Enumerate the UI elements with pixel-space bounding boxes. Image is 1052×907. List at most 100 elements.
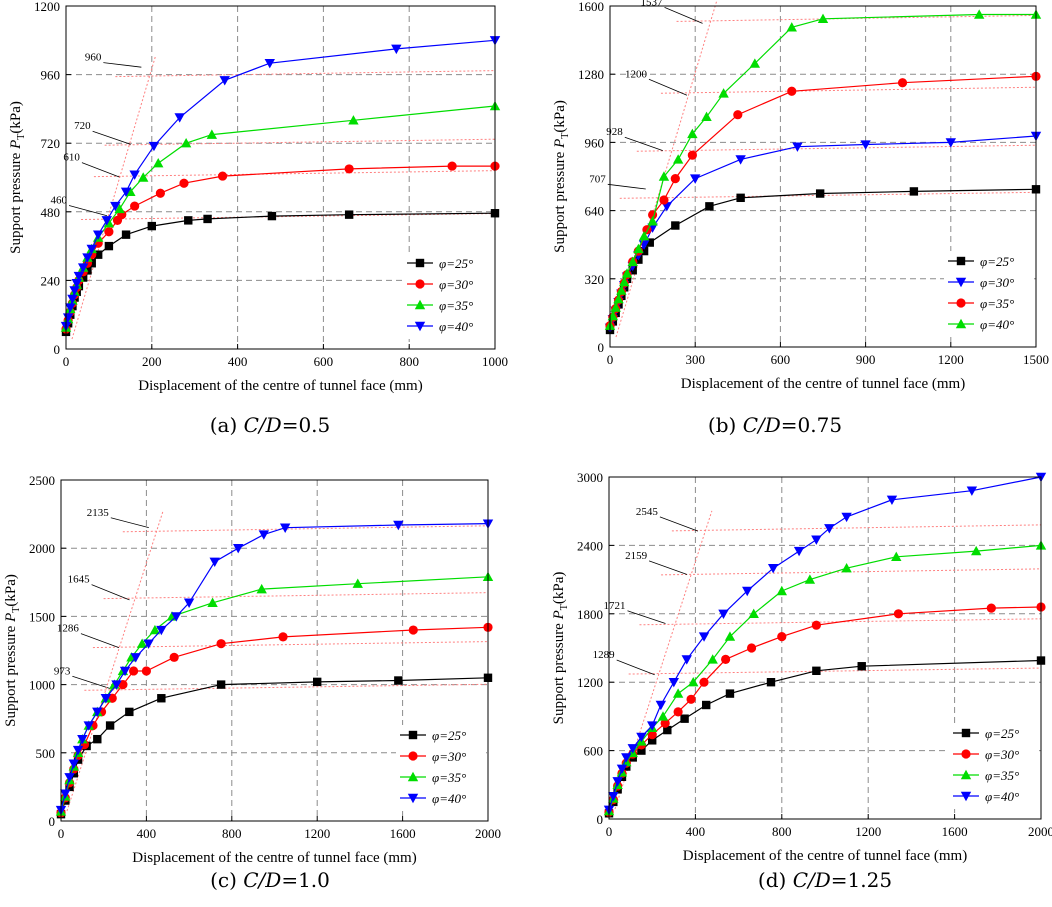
annotation-label: 720 xyxy=(74,120,91,132)
y-tick-label: 1000 xyxy=(29,678,55,693)
data-point xyxy=(670,174,680,184)
caption-value: =1.25 xyxy=(831,868,892,892)
legend-label: φ=30° xyxy=(980,275,1014,290)
legend-marker xyxy=(960,791,972,802)
data-point xyxy=(216,680,226,689)
data-point xyxy=(180,138,192,148)
annotation-arrow xyxy=(616,659,655,676)
data-point xyxy=(148,141,160,152)
data-point xyxy=(857,662,866,671)
x-axis-label: Displacement of the centre of tunnel fac… xyxy=(132,850,416,866)
annotation-label: 1537 xyxy=(641,0,664,8)
caption-ratio: C/D xyxy=(244,413,282,437)
y-axis-label-sub: T xyxy=(559,604,570,610)
data-point xyxy=(815,189,825,198)
data-point xyxy=(966,486,978,496)
y-tick-label: 960 xyxy=(585,135,605,150)
data-point xyxy=(672,154,684,164)
data-point xyxy=(736,193,745,203)
y-axis-label-sub: T xyxy=(560,133,571,139)
data-point xyxy=(120,187,132,197)
guide-line xyxy=(93,170,496,178)
x-tick-label: 400 xyxy=(137,826,157,841)
caption-value: =0.75 xyxy=(781,413,842,437)
x-tick-label: 900 xyxy=(856,352,876,367)
annotation-label: 2545 xyxy=(636,506,659,518)
data-point xyxy=(67,294,78,305)
x-tick-label: 400 xyxy=(228,354,248,369)
data-point xyxy=(749,58,761,68)
y-axis-label-symbol: P xyxy=(552,139,568,149)
legend-label: φ=30° xyxy=(432,749,466,764)
data-point xyxy=(348,115,359,125)
data-point xyxy=(101,216,112,226)
legend-label: φ=25° xyxy=(439,256,473,271)
guide-line xyxy=(636,144,1037,152)
annotation-arrow xyxy=(68,205,108,217)
guide-line xyxy=(92,641,489,649)
panel-caption: (a) C/D=0.5 xyxy=(210,413,331,437)
data-point xyxy=(627,256,638,266)
x-tick-label: 800 xyxy=(772,824,792,839)
legend-marker xyxy=(414,321,426,332)
data-point xyxy=(718,88,729,98)
x-tick-label: 1200 xyxy=(855,824,881,839)
caption-value: =0.5 xyxy=(282,413,331,437)
x-tick-label: 300 xyxy=(685,352,705,367)
data-point xyxy=(812,666,821,675)
data-point xyxy=(203,214,212,224)
data-point xyxy=(637,746,646,755)
data-point xyxy=(157,694,166,703)
data-point xyxy=(648,736,657,745)
annotation-arrow xyxy=(103,62,142,68)
legend-marker xyxy=(415,258,425,268)
series-4 xyxy=(55,519,494,816)
data-point xyxy=(793,546,805,557)
annotation-label: 1289 xyxy=(593,649,616,661)
legend-label: φ=25° xyxy=(980,254,1014,269)
data-point xyxy=(171,612,182,622)
data-point xyxy=(83,721,94,731)
data-point xyxy=(647,721,658,731)
data-point xyxy=(128,666,139,676)
data-point xyxy=(971,545,982,556)
caption-prefix: (b) xyxy=(708,413,743,437)
data-point xyxy=(748,608,759,618)
data-point xyxy=(621,753,632,763)
data-point xyxy=(897,78,908,88)
annotation-label: 707 xyxy=(589,173,606,185)
data-point xyxy=(841,563,852,573)
panel-caption: (b) C/D=0.75 xyxy=(708,413,842,437)
data-point xyxy=(136,638,148,648)
data-point xyxy=(659,195,669,205)
caption-ratio: C/D xyxy=(243,868,281,892)
y-axis-label: Support pressure PT(kPa) xyxy=(3,574,22,727)
data-point xyxy=(688,677,699,687)
data-point xyxy=(718,609,729,619)
y-axis-label-unit: (kPa) xyxy=(551,572,567,605)
data-point xyxy=(92,707,103,718)
y-tick-label: 500 xyxy=(36,746,56,761)
data-point xyxy=(104,241,114,251)
plot-frame xyxy=(608,476,1042,820)
data-point xyxy=(104,227,114,237)
chart-panel-2: 707 928 1200 1537 0 300 600 900 1200 1500 0 320 640 9… xyxy=(552,0,1049,437)
legend-marker xyxy=(960,769,972,780)
data-point xyxy=(663,725,672,735)
data-point xyxy=(619,276,630,287)
data-point xyxy=(733,110,743,120)
annotation-arrow xyxy=(72,675,111,689)
data-point xyxy=(153,158,164,168)
y-tick-label: 240 xyxy=(41,273,61,288)
legend-label: φ=30° xyxy=(985,747,1019,762)
data-point xyxy=(668,678,679,688)
data-point xyxy=(909,187,919,196)
x-tick-label: 0 xyxy=(63,354,70,369)
y-tick-label: 1200 xyxy=(577,675,603,690)
data-point xyxy=(71,279,82,289)
y-axis-label-sub: T xyxy=(11,607,22,613)
x-tick-label: 400 xyxy=(686,824,706,839)
guide-line xyxy=(619,191,1037,199)
